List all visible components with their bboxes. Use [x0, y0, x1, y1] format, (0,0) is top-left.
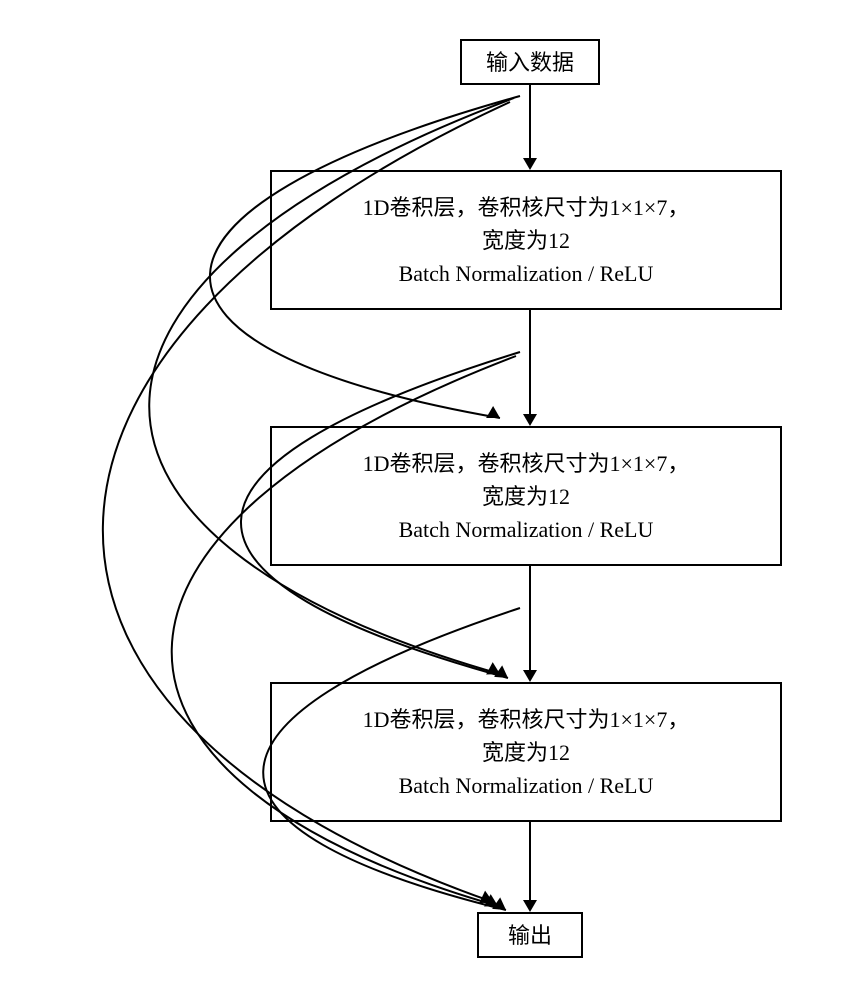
conv2-box: 1D卷积层，卷积核尺寸为1×1×7， 宽度为12 Batch Normaliza…	[270, 426, 782, 566]
conv1-line1: 1D卷积层，卷积核尺寸为1×1×7，	[363, 191, 690, 224]
conv1-line2: 宽度为12	[482, 224, 570, 257]
conv2-line3: Batch Normalization / ReLU	[399, 513, 654, 546]
conv3-line1: 1D卷积层，卷积核尺寸为1×1×7，	[363, 703, 690, 736]
conv3-box: 1D卷积层，卷积核尺寸为1×1×7， 宽度为12 Batch Normaliza…	[270, 682, 782, 822]
conv3-line2: 宽度为12	[482, 736, 570, 769]
conv2-line2: 宽度为12	[482, 480, 570, 513]
input-label: 输入数据	[486, 46, 574, 79]
conv2-line1: 1D卷积层，卷积核尺寸为1×1×7，	[363, 447, 690, 480]
diagram-canvas: 输入数据 1D卷积层，卷积核尺寸为1×1×7， 宽度为12 Batch Norm…	[0, 0, 850, 1000]
conv1-box: 1D卷积层，卷积核尺寸为1×1×7， 宽度为12 Batch Normaliza…	[270, 170, 782, 310]
output-box: 输出	[477, 912, 583, 958]
conv3-line3: Batch Normalization / ReLU	[399, 769, 654, 802]
output-label: 输出	[508, 919, 552, 952]
input-box: 输入数据	[460, 39, 600, 85]
conv1-line3: Batch Normalization / ReLU	[399, 257, 654, 290]
